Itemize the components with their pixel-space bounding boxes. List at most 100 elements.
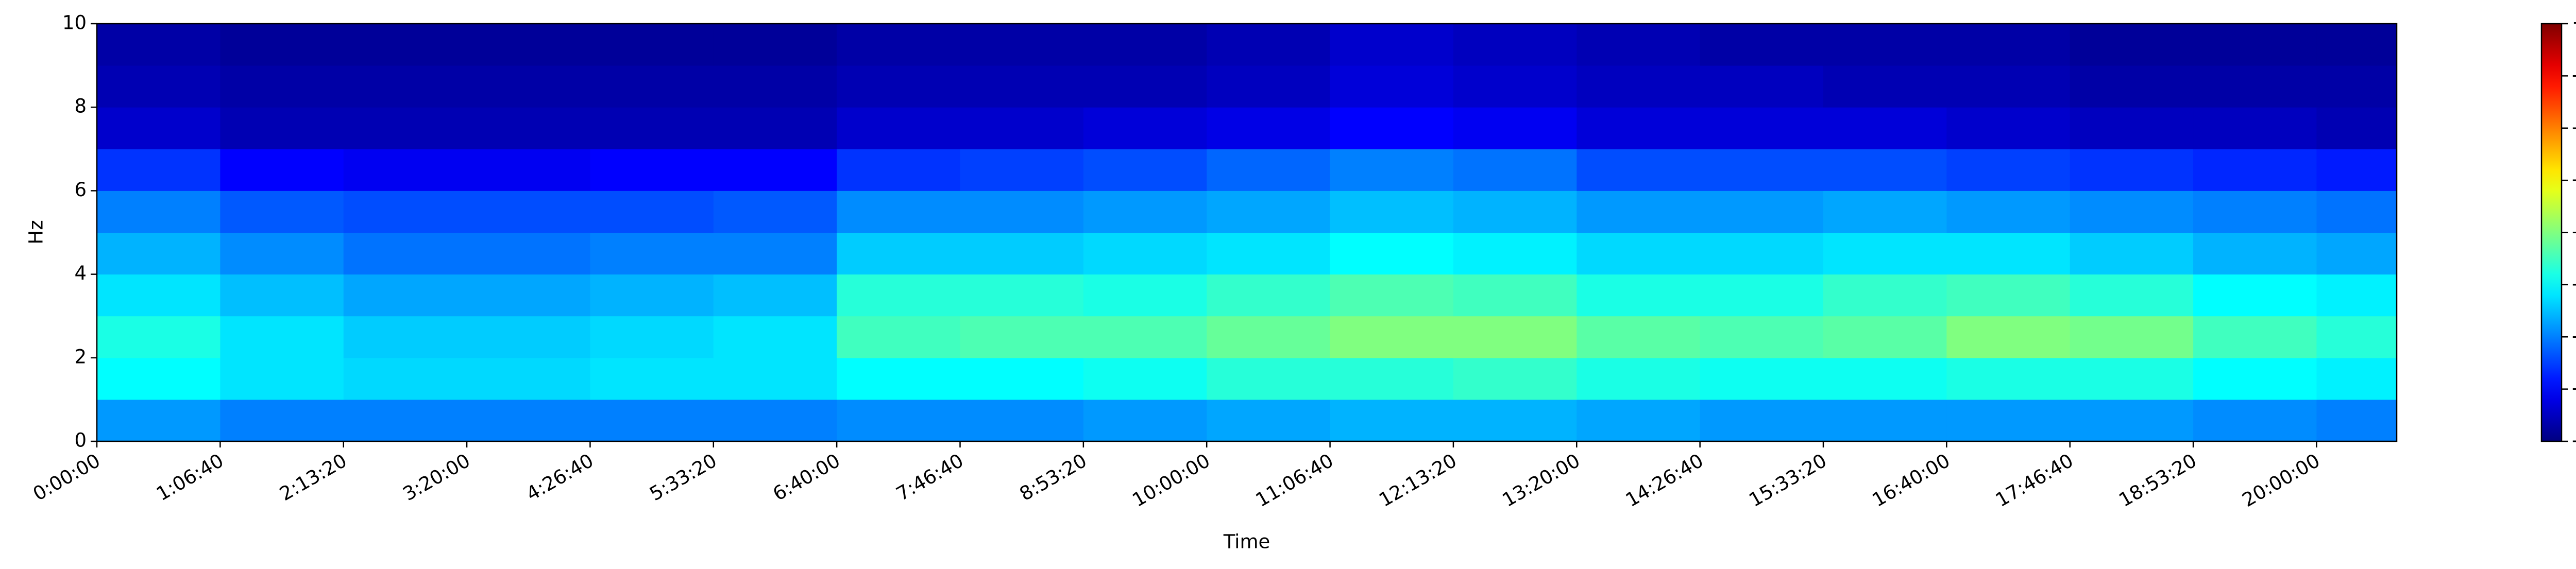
cell	[97, 24, 221, 66]
cell	[220, 107, 344, 149]
cell	[97, 274, 221, 317]
cell	[1577, 274, 1701, 317]
colorbar-tick-label: -60 dB	[2572, 325, 2576, 347]
x-tick-label: 4:26:40	[522, 450, 597, 506]
cell	[590, 149, 714, 191]
cell	[2193, 232, 2317, 275]
colorbar-tick-label: -20 dB	[2572, 116, 2576, 138]
cell	[343, 65, 467, 108]
cell	[2070, 191, 2194, 233]
colorbar-tick-label: -70 dB	[2572, 377, 2576, 399]
cell	[1823, 232, 1947, 275]
cell	[837, 357, 960, 400]
plot-frame	[96, 23, 2398, 442]
cell	[1330, 232, 1454, 275]
cell	[837, 65, 960, 108]
cell	[1207, 232, 1331, 275]
cell	[1700, 316, 1824, 358]
y-tick-label: 6	[74, 179, 87, 201]
cell	[1946, 65, 2071, 108]
colorbar-tick-label: -40 dB	[2572, 220, 2576, 243]
cell	[467, 65, 590, 108]
cell	[1083, 65, 1207, 108]
cell	[1700, 149, 1824, 191]
cell	[97, 107, 221, 149]
cell	[1946, 107, 2071, 149]
cell	[590, 316, 714, 358]
cell	[2193, 65, 2317, 108]
x-tick-label: 1:06:40	[152, 450, 227, 506]
cell	[713, 399, 837, 442]
cell	[343, 357, 467, 400]
cell	[2193, 191, 2317, 233]
cell	[2316, 232, 2397, 275]
cell	[2070, 399, 2194, 442]
cell	[1207, 65, 1331, 108]
x-tick-label: 6:40:00	[769, 450, 844, 506]
cell	[2193, 149, 2317, 191]
cell	[1453, 399, 1577, 442]
cell	[1577, 399, 1701, 442]
cell	[960, 274, 1084, 317]
cell	[2070, 357, 2194, 400]
x-tick-label: 0:00:00	[29, 450, 104, 506]
x-tick-label: 15:33:20	[1745, 450, 1830, 511]
y-tick-label: 4	[74, 262, 87, 284]
cell	[2070, 316, 2194, 358]
cell	[1577, 149, 1701, 191]
x-axis-label: Time	[1223, 531, 1270, 553]
cell	[960, 316, 1084, 358]
cell	[1330, 399, 1454, 442]
colorbar-tick-label: -80 dB	[2572, 429, 2576, 452]
cell	[1700, 274, 1824, 317]
y-tick-label: 0	[74, 429, 87, 452]
y-tick-label: 10	[62, 12, 87, 34]
cell	[1823, 399, 1947, 442]
cell	[1207, 191, 1331, 233]
cell	[960, 357, 1084, 400]
cell	[1207, 149, 1331, 191]
cell	[1823, 65, 1947, 108]
cell	[1330, 316, 1454, 358]
cell	[2316, 399, 2397, 442]
cell	[1946, 232, 2071, 275]
colorbar-tick-label: -10 dB	[2572, 64, 2576, 86]
cell	[97, 316, 221, 358]
cell	[1453, 357, 1577, 400]
cell	[960, 232, 1084, 275]
colorbar-tick-label: -30 dB	[2572, 168, 2576, 191]
cell	[1577, 107, 1701, 149]
cell	[97, 399, 221, 442]
cell	[590, 274, 714, 317]
cell	[2193, 107, 2317, 149]
cell	[2070, 149, 2194, 191]
cell	[1577, 24, 1701, 66]
x-tick-label: 5:33:20	[646, 450, 721, 506]
cell	[713, 107, 837, 149]
cell	[343, 191, 467, 233]
x-tick-label: 12:13:20	[1375, 450, 1460, 511]
cell	[1577, 65, 1701, 108]
cell	[467, 191, 590, 233]
cell	[220, 357, 344, 400]
cell	[590, 191, 714, 233]
cell	[1700, 399, 1824, 442]
cell	[1330, 149, 1454, 191]
cell	[837, 191, 960, 233]
cell	[343, 399, 467, 442]
cell	[1946, 149, 2071, 191]
cell	[1946, 316, 2071, 358]
cell	[343, 24, 467, 66]
cell	[1453, 149, 1577, 191]
cell	[97, 149, 221, 191]
colorbar	[2540, 23, 2563, 442]
cell	[343, 107, 467, 149]
cell	[1823, 107, 1947, 149]
cell	[1207, 24, 1331, 66]
cell	[1207, 107, 1331, 149]
cell	[1083, 274, 1207, 317]
cell	[1330, 65, 1454, 108]
cell	[1453, 107, 1577, 149]
